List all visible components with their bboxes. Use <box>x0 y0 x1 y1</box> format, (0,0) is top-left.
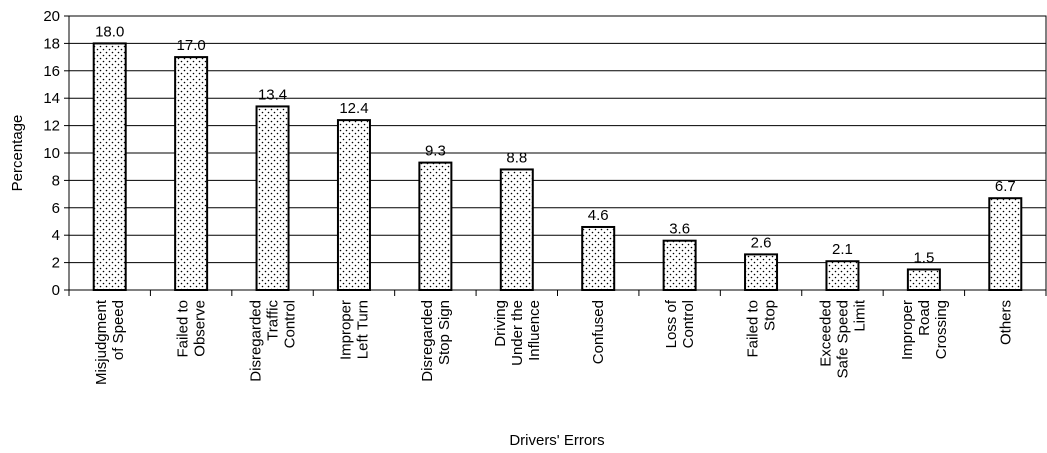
svg-text:Failed toObserve: Failed toObserve <box>175 300 209 358</box>
data-label: 12.4 <box>339 100 368 117</box>
x-tick-label-line: Exceeded <box>817 300 834 367</box>
x-tick-label-line: Limit <box>851 299 868 332</box>
y-tick-label: 4 <box>52 227 60 244</box>
x-tick-label-line: Disregarded <box>248 300 265 382</box>
x-tick-label-line: Others <box>997 300 1014 345</box>
x-tick-label: Misjudgmentof Speed <box>93 299 127 385</box>
x-tick-label-line: Observe <box>192 300 209 357</box>
data-label: 17.0 <box>177 37 206 54</box>
bar <box>581 225 616 291</box>
svg-text:Misjudgmentof Speed: Misjudgmentof Speed <box>93 299 127 385</box>
bar <box>988 197 1023 292</box>
x-tick-label: DisregardedTrafficControl <box>248 300 299 382</box>
svg-text:Failed toStop: Failed toStop <box>745 300 779 358</box>
y-tick-label: 8 <box>52 172 60 189</box>
x-tick-label: ImproperRoadCrossing <box>899 300 950 360</box>
svg-text:Others: Others <box>997 300 1014 345</box>
bars <box>92 42 1023 292</box>
data-label: 1.5 <box>913 249 934 266</box>
bar <box>92 42 127 292</box>
svg-text:DrivingUnder theInfluence: DrivingUnder theInfluence <box>492 300 543 366</box>
x-tick-label: ExceededSafe SpeedLimit <box>817 299 868 378</box>
x-tick-label-line: Safe Speed <box>834 300 851 378</box>
x-axis-title: Drivers' Errors <box>509 432 604 449</box>
data-labels: 18.0 17.0 13.4 12.4 9.3 8.8 4.6 3.6 2.6 2.1 1.5 6.7 <box>95 23 1016 266</box>
svg-text:ImproperRoadCrossing: ImproperRoadCrossing <box>899 300 950 360</box>
x-tick-label: Failed toObserve <box>175 300 209 358</box>
bar <box>336 119 371 292</box>
bar <box>499 168 534 291</box>
x-tick-label: ImproperLeft Turn <box>337 300 371 360</box>
x-tick-label-line: Driving <box>492 300 509 347</box>
x-tick-label: DisregardedStop Sign <box>419 300 453 382</box>
y-tick-label: 6 <box>52 200 60 217</box>
x-tick-label-line: Crossing <box>933 300 950 359</box>
bar <box>255 105 290 291</box>
data-label: 13.4 <box>258 86 287 103</box>
svg-text:ImproperLeft Turn: ImproperLeft Turn <box>337 300 371 360</box>
data-label: 2.1 <box>832 241 853 258</box>
data-label: 2.6 <box>751 234 772 251</box>
x-tick-label-line: of Speed <box>110 300 127 360</box>
svg-text:DisregardedTrafficControl: DisregardedTrafficControl <box>248 300 299 382</box>
x-tick-label-line: Control <box>282 300 299 348</box>
y-axis-title: Percentage <box>9 115 26 192</box>
y-tick-label: 20 <box>43 8 60 25</box>
data-label: 18.0 <box>95 23 124 40</box>
svg-text:Confused: Confused <box>590 300 607 364</box>
x-tick-label-line: Disregarded <box>419 300 436 382</box>
y-tick-label: 12 <box>43 118 60 135</box>
x-tick-label: Failed toStop <box>745 300 779 358</box>
data-label: 3.6 <box>669 221 690 238</box>
x-tick-label-line: Stop <box>762 300 779 331</box>
x-tick-label: Others <box>997 300 1014 345</box>
x-tick-label-line: Confused <box>590 300 607 364</box>
x-tick-label-line: Improper <box>899 300 916 360</box>
bar <box>662 239 697 291</box>
data-label: 8.8 <box>506 149 527 166</box>
x-tick-label-line: Misjudgment <box>93 299 110 385</box>
y-axis: 0 2 4 6 8 10 12 14 16 18 20 <box>43 8 69 299</box>
x-tick-label-line: Failed to <box>745 300 762 358</box>
x-tick-label-line: Stop Sign <box>436 300 453 365</box>
data-label: 9.3 <box>425 143 446 160</box>
x-tick-label-line: Improper <box>337 300 354 360</box>
bar <box>906 268 941 292</box>
svg-text:DisregardedStop Sign: DisregardedStop Sign <box>419 300 453 382</box>
y-tick-label: 2 <box>52 255 60 272</box>
y-tick-label: 0 <box>52 282 60 299</box>
x-tick-label-line: Control <box>680 300 697 348</box>
x-tick-label-line: Influence <box>526 300 543 361</box>
y-tick-label: 16 <box>43 63 60 80</box>
gridlines <box>69 42 1046 264</box>
x-tick-label-line: Failed to <box>175 300 192 358</box>
x-tick-label: DrivingUnder theInfluence <box>492 300 543 366</box>
data-label: 6.7 <box>995 178 1016 195</box>
x-tick-label-line: Road <box>916 300 933 336</box>
y-tick-label: 18 <box>43 35 60 52</box>
x-tick-label-line: Traffic <box>265 300 282 341</box>
y-tick-label: 10 <box>43 145 60 162</box>
y-tick-label: 14 <box>43 90 60 107</box>
x-axis: Misjudgmentof Speed Failed toObserve Disre… <box>68 290 1047 385</box>
x-tick-label: Loss ofControl <box>663 299 697 348</box>
x-tick-label-line: Left Turn <box>354 300 371 359</box>
data-label: 4.6 <box>588 207 609 224</box>
x-tick-label: Confused <box>590 300 607 364</box>
bar <box>825 260 860 292</box>
x-tick-label-line: Loss of <box>663 299 680 348</box>
bar <box>744 253 779 292</box>
bar <box>418 161 453 291</box>
svg-text:ExceededSafe SpeedLimit: ExceededSafe SpeedLimit <box>817 299 868 378</box>
bar <box>174 56 209 291</box>
svg-text:Loss ofControl: Loss ofControl <box>663 299 697 348</box>
x-tick-label-line: Under the <box>509 300 526 366</box>
